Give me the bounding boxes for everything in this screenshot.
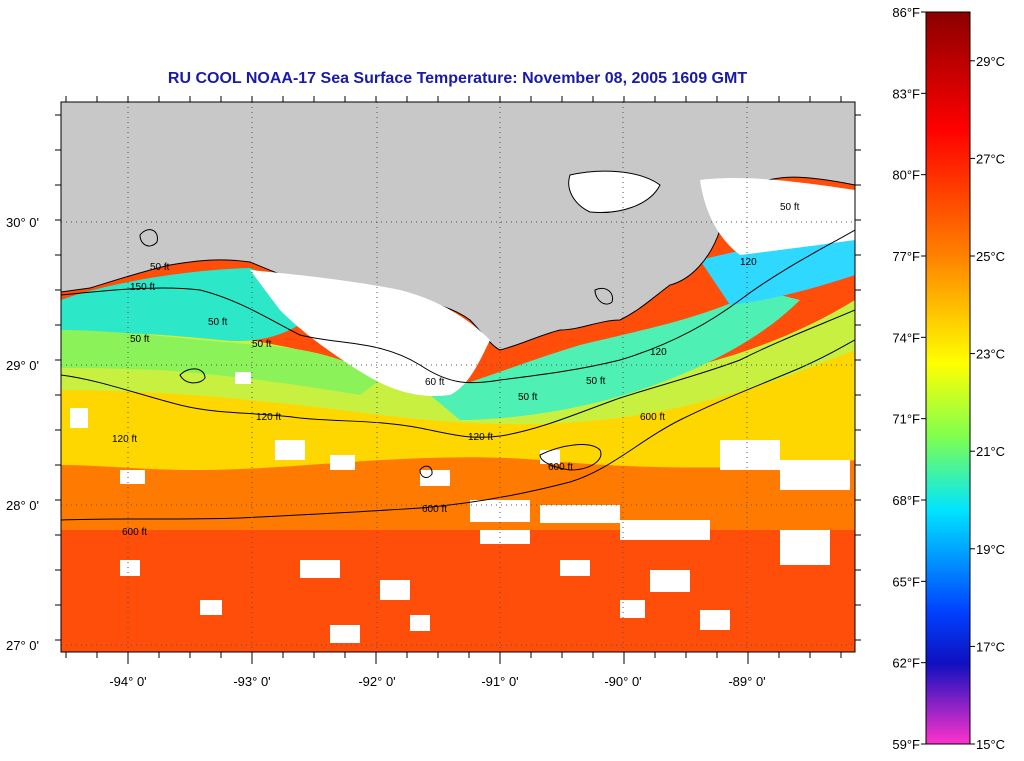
contour-label: 50 ft [780, 202, 800, 213]
colorbar-c-labels: 29°C 27°C 25°C 23°C 21°C 19°C 17°C 15°C [976, 54, 1005, 752]
contour-small-4 [594, 287, 614, 305]
contour-label: 50 ft [586, 376, 606, 387]
longitude-labels: -94° 0' -93° 0' -92° 0' -91° 0' -90° 0' … [109, 674, 765, 689]
colorbar-f-label: 65°F [892, 574, 920, 589]
colorbar-c-label: 21°C [976, 444, 1005, 459]
colorbar-f-label: 74°F [892, 330, 920, 345]
lat-label: 30° 0' [6, 215, 39, 230]
cloud-region-lake [568, 170, 661, 214]
contour-label: 600 ft [422, 504, 447, 515]
contour-label: 600 ft [640, 412, 665, 423]
lat-label: 28° 0' [6, 498, 39, 513]
contour-600ft-loop [539, 444, 602, 471]
contour-label: 60 ft [425, 377, 445, 388]
contour-label: 600 ft [122, 527, 147, 538]
cloud-region-coastal [250, 270, 490, 396]
contour-label-group: 50 ft 150 ft 50 ft 50 ft 50 ft 120 ft 12… [112, 202, 800, 538]
cloud-patches [70, 372, 850, 643]
contour-small-3 [139, 229, 158, 247]
colorbar-f-label: 83°F [892, 86, 920, 101]
sst-field-yellow [61, 320, 855, 470]
colorbar-c-label: 19°C [976, 542, 1005, 557]
contour-label: 50 ft [518, 392, 538, 403]
colorbar-f-label: 86°F [892, 5, 920, 20]
colorbar-c-label: 17°C [976, 639, 1005, 654]
contour-small-2 [419, 465, 433, 478]
latitude-labels: 30° 0' 29° 0' 28° 0' 27° 0' [6, 215, 39, 653]
map-frame [60, 101, 856, 653]
colorbar-f-label: 68°F [892, 493, 920, 508]
lat-label: 29° 0' [6, 358, 39, 373]
colorbar-f-labels: 86°F 83°F 80°F 77°F 74°F 71°F 68°F 65°F 62°F 59°F [892, 5, 920, 752]
contour-600ft [61, 339, 855, 521]
colorbar-f-label: 77°F [892, 249, 920, 264]
lon-label: -90° 0' [604, 674, 641, 689]
contour-label: 600 ft [548, 462, 573, 473]
colorbar-c-label: 15°C [976, 737, 1005, 752]
contour-50ft [61, 229, 855, 384]
colorbar-f-label: 71°F [892, 412, 920, 427]
lat-label: 27° 0' [6, 638, 39, 653]
contour-small-1 [179, 368, 206, 384]
lon-label: -89° 0' [728, 674, 765, 689]
bathymetry-contours [61, 229, 855, 521]
colorbar-c-label: 29°C [976, 54, 1005, 69]
colorbar-c-label: 25°C [976, 249, 1005, 264]
sst-field-cyan-central [430, 290, 800, 420]
map-title: RU COOL NOAA-17 Sea Surface Temperature:… [167, 70, 748, 87]
colorbar-f-label: 59°F [892, 737, 920, 752]
colorbar-c-label: 23°C [976, 347, 1005, 362]
graticule [61, 102, 855, 652]
colorbar-f-label: 80°F [892, 168, 920, 183]
contour-label: 150 ft [130, 282, 155, 293]
contour-label: 120 ft [112, 434, 137, 445]
contour-label: 120 ft [468, 432, 493, 443]
colorbar-bar [925, 11, 971, 745]
contour-label: 120 [740, 257, 757, 268]
contour-120ft [61, 309, 855, 438]
lon-label: -94° 0' [109, 674, 146, 689]
colorbar-c-label: 27°C [976, 151, 1005, 166]
lon-label: -92° 0' [358, 674, 395, 689]
map-ticks [55, 96, 861, 664]
colorbar-f-label: 62°F [892, 656, 920, 671]
lon-label: -91° 0' [481, 674, 518, 689]
map-panel [61, 102, 855, 652]
contour-label: 50 ft [252, 339, 272, 350]
sst-field-green-west [61, 330, 380, 395]
contour-label: 120 ft [256, 412, 281, 423]
contour-label: 50 ft [150, 262, 170, 273]
sst-field-yellow-green [61, 300, 855, 425]
contour-label: 120 [650, 347, 667, 358]
colorbar-ticks [921, 11, 975, 745]
sst-field-cyan-east [700, 230, 855, 305]
contour-label: 50 ft [208, 317, 228, 328]
cloud-region-east [700, 178, 855, 255]
lon-label: -93° 0' [233, 674, 270, 689]
contour-label: 50 ft [130, 334, 150, 345]
colorbar: 86°F 83°F 80°F 77°F 74°F 71°F 68°F 65°F 62°F 59°F… [892, 5, 1005, 752]
